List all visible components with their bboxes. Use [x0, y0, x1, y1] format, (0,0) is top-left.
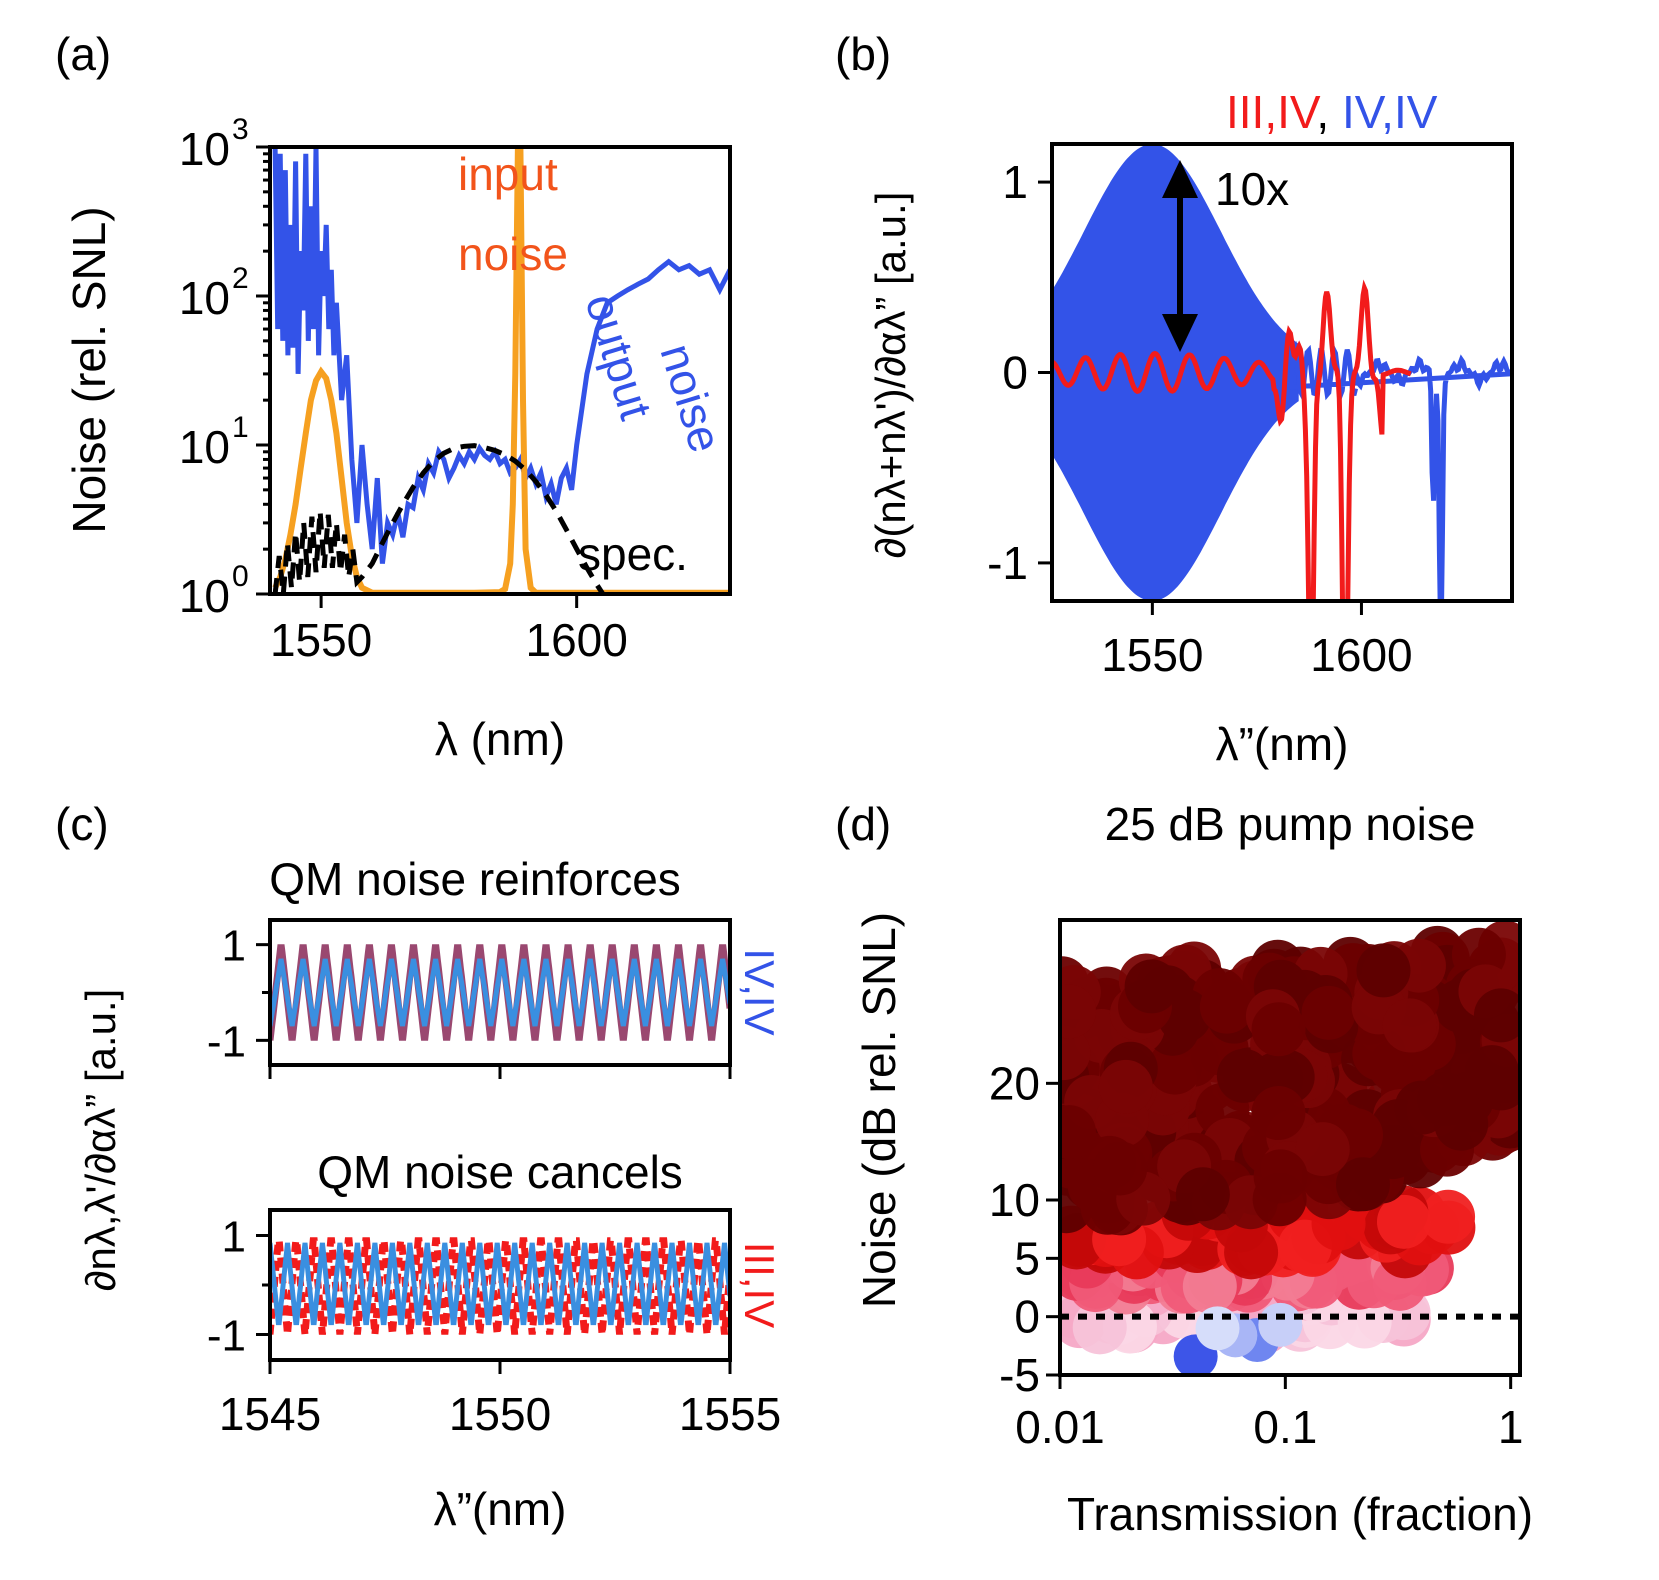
annotation-10x: 10x	[1215, 163, 1289, 215]
c-ytick-label: 1	[222, 922, 246, 971]
c-xtick-label: 1545	[219, 1388, 321, 1440]
legend-separator: ,	[1316, 86, 1342, 138]
scatter-point-below-snl	[1258, 1302, 1303, 1347]
series-iv-iv-features	[1287, 340, 1512, 601]
panel-a-frame	[268, 145, 732, 596]
a-xtick-label: 1550	[270, 614, 372, 666]
panel-d-title: 25 dB pump noise	[1105, 798, 1476, 850]
a-xtick-label: 1600	[525, 614, 627, 666]
b-xtick-label: 1600	[1310, 629, 1412, 681]
panel-d-frame	[1058, 918, 1522, 1377]
scatter-dark-cloud	[1060, 920, 1520, 1355]
a-ytick-exponent: 1	[232, 411, 249, 444]
scatter-point	[1175, 1167, 1230, 1222]
panel-d: 25 dB pump noise 0.01 0.1 1 -5 0 5 10 20 Trans…	[853, 798, 1533, 1540]
series-spectrum	[272, 443, 606, 594]
ten-x-arrow	[1162, 160, 1198, 352]
series-iv-iv-envelope	[1052, 144, 1299, 601]
a-ytick-label: 10	[179, 272, 230, 324]
label-output-line2: noise	[650, 338, 732, 458]
b-ytick-label: -1	[987, 537, 1028, 589]
legend-iv-iv: IV,IV	[1342, 86, 1438, 138]
a-ytick-exponent: 2	[232, 262, 249, 295]
c-ytick-label: 1	[222, 1213, 246, 1262]
c-ytick-label: -1	[207, 1017, 246, 1066]
b-xtick-label: 1550	[1101, 629, 1203, 681]
panel-c-xlabel: λ”(nm)	[434, 1483, 567, 1535]
d-xtick-label: 1	[1498, 1401, 1524, 1453]
panel-b-legend: III,IV, IV,IV	[1226, 86, 1438, 138]
legend-iii-iv: III,IV	[1226, 86, 1321, 138]
panel-a-ylabel: Noise (rel. SNL)	[63, 206, 115, 533]
scatter-point	[1098, 1059, 1153, 1114]
scatter-point	[1093, 1141, 1148, 1196]
c-ytick-label: -1	[207, 1312, 246, 1361]
b-ytick-label: 1	[1002, 156, 1028, 208]
panel-a-letter: (a)	[55, 28, 111, 80]
scatter-point	[1335, 1157, 1390, 1212]
d-ytick-label: 5	[1014, 1232, 1040, 1284]
scatter-point	[1376, 1194, 1431, 1249]
a-ytick-exponent: 3	[232, 113, 249, 146]
scatter-point	[1473, 988, 1520, 1043]
scatter-point	[1060, 1105, 1096, 1160]
panel-c-letter: (c)	[55, 798, 109, 850]
c-xtick-label: 1550	[449, 1388, 551, 1440]
panel-c-top-title: QM noise reinforces	[269, 853, 681, 905]
d-ytick-label: 10	[989, 1174, 1040, 1226]
scatter-point	[1060, 1026, 1091, 1081]
series-reinforce-b	[270, 958, 730, 1027]
label-spec: spec.	[578, 528, 688, 580]
scatter-point	[1124, 959, 1179, 1014]
panel-b-letter: (b)	[835, 28, 891, 80]
scatter-point	[1434, 1096, 1489, 1151]
panel-a-xlabel: λ (nm)	[435, 713, 565, 765]
panel-c-bottom-title: QM noise cancels	[317, 1146, 683, 1198]
scatter-point	[1356, 943, 1411, 998]
d-xtick-label: 0.01	[1015, 1401, 1105, 1453]
label-input-line1: input	[458, 148, 558, 200]
panel-d-xlabel: Transmission (fraction)	[1067, 1488, 1533, 1540]
a-ytick-label: 10	[179, 570, 230, 622]
series-cancel-b	[270, 1242, 730, 1326]
series-iii-iv	[1052, 279, 1412, 601]
scatter-point	[1295, 1122, 1350, 1177]
d-ytick-label: 0	[1014, 1291, 1040, 1343]
scatter-point	[1251, 1086, 1306, 1141]
d-ytick-label: 20	[989, 1057, 1040, 1109]
scatter-point	[1060, 984, 1096, 1039]
panel-c-bottom-side-label: III,IV	[736, 1242, 783, 1328]
scatter-point	[1251, 1002, 1306, 1057]
scatter-point	[1253, 1149, 1308, 1204]
scatter-point	[1147, 1040, 1202, 1095]
panel-c: QM noise reinforces IV,IV QM noise cance…	[77, 853, 783, 1535]
panel-b-xlabel: λ”(nm)	[1216, 718, 1349, 770]
scatter-point	[1301, 985, 1356, 1040]
series-output-noise	[272, 147, 730, 564]
d-ytick-label: -5	[999, 1349, 1040, 1401]
c-xtick-label: 1555	[679, 1388, 781, 1440]
label-input-line2: noise	[458, 228, 568, 280]
scatter-point	[1382, 998, 1437, 1053]
b-ytick-label: 0	[1002, 347, 1028, 399]
a-ytick-label: 10	[179, 421, 230, 473]
d-xtick-label: 0.1	[1253, 1401, 1317, 1453]
panel-b: 10x 1550 1600 -1 0 1 λ”(nm) ∂(nλ+nλ')/∂αλ” …	[867, 86, 1514, 770]
panel-c-top-side-label: IV,IV	[736, 948, 783, 1035]
series-cancel-a	[270, 1237, 730, 1335]
panel-b-ylabel: ∂(nλ+nλ')/∂αλ” [a.u.]	[867, 192, 914, 559]
panel-d-ylabel: Noise (dB rel. SNL)	[853, 912, 905, 1308]
a-ytick-exponent: 0	[232, 560, 249, 593]
panel-d-letter: (d)	[835, 798, 891, 850]
scatter-point	[1464, 1045, 1519, 1100]
panel-c-ylabel: ∂nλ,λ'/∂αλ” [a.u.]	[77, 989, 124, 1292]
a-ytick-label: 10	[179, 123, 230, 175]
scatter-point-below-snl	[1195, 1306, 1240, 1351]
scatter-point	[1199, 979, 1254, 1034]
scatter-point	[1421, 1189, 1476, 1244]
